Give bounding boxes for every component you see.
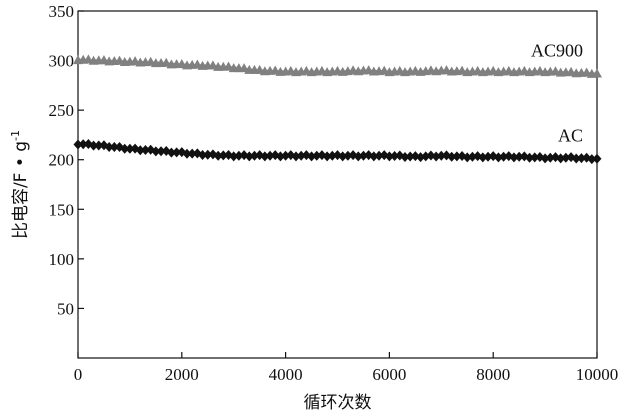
data-point	[203, 149, 213, 160]
y-tick-label: 50	[57, 299, 74, 318]
data-point	[530, 152, 540, 163]
data-point	[229, 151, 239, 162]
data-point	[509, 152, 519, 163]
data-point	[260, 151, 270, 162]
data-point	[265, 150, 275, 161]
data-point	[213, 150, 223, 161]
y-axis-title-superscript: -1	[9, 130, 22, 141]
y-axis-title-text: 比电容/F • g	[11, 141, 31, 239]
data-point	[390, 150, 400, 161]
data-point	[504, 151, 514, 162]
x-axis-title: 循环次数	[304, 393, 372, 413]
x-tick-label: 2000	[165, 365, 199, 384]
y-tick-label: 150	[49, 200, 75, 219]
data-point	[592, 153, 602, 164]
data-point	[104, 142, 114, 153]
data-point	[405, 151, 415, 162]
series-label-ac: AC	[558, 126, 583, 146]
data-point	[338, 151, 348, 162]
data-point	[478, 152, 488, 163]
data-point	[151, 146, 161, 157]
data-point	[135, 145, 145, 156]
data-point	[483, 151, 493, 162]
data-point	[493, 152, 503, 163]
data-point	[198, 149, 208, 160]
data-point	[120, 143, 130, 154]
data-point	[327, 150, 337, 161]
data-point	[592, 68, 602, 78]
y-tick-label: 100	[49, 250, 75, 269]
data-point	[73, 139, 83, 150]
data-point	[452, 151, 462, 162]
data-point	[556, 153, 566, 164]
data-marks	[73, 54, 602, 165]
data-point	[140, 144, 150, 155]
data-point	[374, 150, 384, 161]
data-point	[514, 151, 524, 162]
data-point	[89, 140, 99, 151]
data-point	[540, 153, 550, 164]
data-point	[447, 151, 457, 162]
data-point	[358, 150, 368, 161]
data-point	[462, 152, 472, 163]
series-label-ac900: AC900	[531, 40, 583, 60]
labels: 0 2000 4000 6000 8000 10000 50 100 150 200 250 300 3…	[9, 2, 618, 413]
y-tick-label: 300	[49, 52, 75, 71]
data-point	[234, 150, 244, 161]
series-ac	[73, 139, 602, 165]
data-point	[307, 151, 317, 162]
data-point	[561, 152, 571, 163]
x-tick-label: 10000	[576, 365, 619, 384]
data-point	[182, 148, 192, 159]
data-point	[576, 153, 586, 164]
data-point	[275, 151, 285, 162]
data-point	[187, 148, 197, 159]
data-point	[156, 146, 166, 157]
series-ac900	[73, 54, 602, 78]
data-point	[436, 150, 446, 161]
data-point	[353, 151, 363, 162]
data-point	[172, 147, 182, 158]
data-point	[467, 151, 477, 162]
data-point	[369, 151, 379, 162]
data-point	[312, 150, 322, 161]
y-axis-title: 比电容/F • g-1	[9, 130, 31, 239]
data-point	[94, 140, 104, 151]
data-point	[218, 150, 228, 161]
x-tick-label: 0	[74, 365, 83, 384]
data-point	[571, 153, 581, 164]
data-point	[545, 152, 555, 163]
data-point	[525, 152, 535, 163]
data-point	[249, 150, 259, 161]
data-point	[499, 151, 509, 162]
data-point	[166, 147, 176, 158]
x-tick-label: 4000	[269, 365, 303, 384]
data-point	[78, 139, 88, 150]
data-point	[343, 150, 353, 161]
y-tick-label: 350	[49, 2, 75, 21]
data-point	[244, 151, 254, 162]
y-tick-label: 250	[49, 101, 75, 120]
x-tick-label: 8000	[476, 365, 510, 384]
data-point	[400, 151, 410, 162]
y-tick-label: 200	[49, 151, 75, 170]
data-point	[291, 151, 301, 162]
data-point	[296, 150, 306, 161]
data-point	[384, 151, 394, 162]
data-point	[109, 142, 119, 153]
x-tick-label: 6000	[372, 365, 406, 384]
data-point	[281, 150, 291, 161]
data-point	[322, 151, 332, 162]
plot-frame	[77, 10, 598, 359]
data-point	[125, 143, 135, 154]
data-point	[587, 154, 597, 165]
